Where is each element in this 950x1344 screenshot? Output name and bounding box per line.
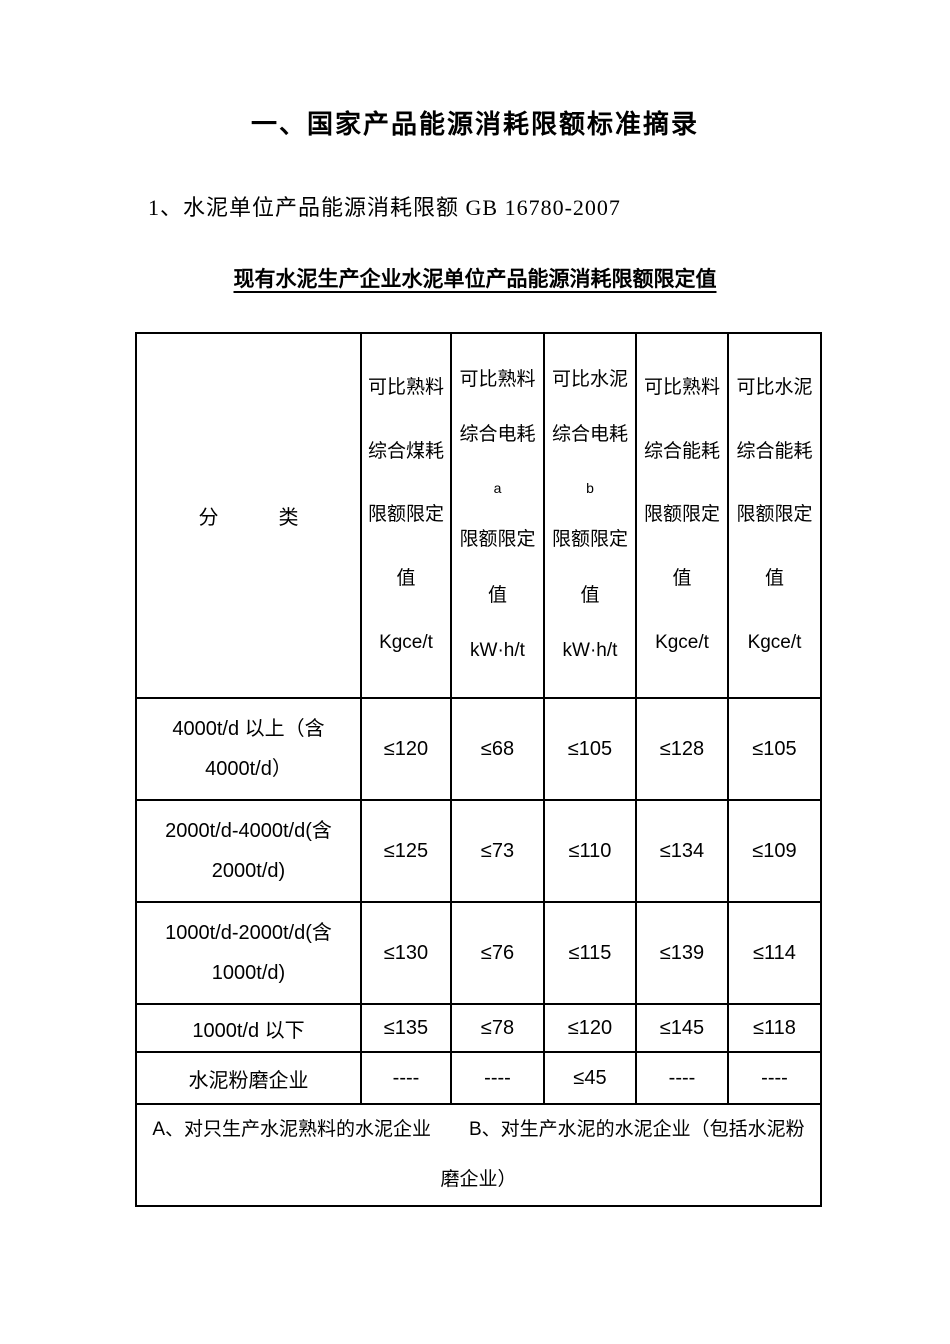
cell-value: ≤73 <box>450 799 545 903</box>
table-header-clinker-energy: 可比熟料 综合能耗 限额限定 值 Kgce/t <box>635 332 729 699</box>
header-line: 限额限定 <box>367 504 444 526</box>
footnote-line: 磨企业） <box>440 1169 517 1190</box>
cell-value: ---- <box>360 1051 452 1105</box>
cell-value: ≤45 <box>543 1051 637 1105</box>
cell-value: ≤120 <box>543 1003 637 1053</box>
header-line: 值 <box>396 568 416 590</box>
cell-value: ≤134 <box>635 799 729 903</box>
table-header-row: 分 类 可比熟料 综合煤耗 限额限定 值 Kgce/t 可比熟料 综合电耗 a … <box>135 332 822 699</box>
header-line: 综合能耗 <box>736 440 813 462</box>
cell-value: ≤120 <box>360 697 452 801</box>
header-line: 可比熟料 <box>367 377 444 399</box>
header-line: 值 <box>764 568 784 590</box>
row-label-line: 4000t/d） <box>205 758 292 780</box>
header-line: 可比水泥 <box>551 368 628 390</box>
cell-value: ≤78 <box>450 1003 545 1053</box>
cell-value: ≤105 <box>543 697 637 801</box>
header-line: 综合电耗 <box>551 424 628 446</box>
cell-value: ≤109 <box>727 799 822 903</box>
header-line: 值 <box>672 568 692 590</box>
note-a-label: a <box>493 479 502 496</box>
table-title: 现有水泥生产企业水泥单位产品能源消耗限额限定值 <box>0 266 950 294</box>
note-b-label: b <box>586 479 594 496</box>
cell-value: ≤115 <box>543 901 637 1005</box>
row-label-line: 2000t/d) <box>211 860 286 882</box>
header-line: 可比熟料 <box>643 377 720 399</box>
cell-value: ≤76 <box>450 901 545 1005</box>
unit-label: Kgce/t <box>379 631 433 653</box>
doc-subheading: 1、水泥单位产品能源消耗限额 GB 16780-2007 <box>148 195 621 220</box>
cell-value: ≤125 <box>360 799 452 903</box>
energy-limit-table: 分 类 可比熟料 综合煤耗 限额限定 值 Kgce/t 可比熟料 综合电耗 a … <box>135 332 822 1207</box>
row-label: 1000t/d-2000t/d(含 1000t/d) <box>135 901 362 1005</box>
header-line: 可比熟料 <box>459 368 536 390</box>
cell-value: ≤135 <box>360 1003 452 1053</box>
cell-value: ≤105 <box>727 697 822 801</box>
footnote-line: A、对只生产水泥熟料的水泥企业 B、对生产水泥的水泥企业（包括水泥粉 <box>152 1119 805 1140</box>
cell-value: ≤128 <box>635 697 729 801</box>
header-line: 限额限定 <box>643 504 720 526</box>
unit-label: kW·h/t <box>470 640 525 662</box>
unit-label: Kgce/t <box>747 631 802 653</box>
table-row: 1000t/d-2000t/d(含 1000t/d) ≤130 ≤76 ≤115… <box>135 901 822 1005</box>
unit-label: kW·h/t <box>562 640 618 662</box>
table-row: 4000t/d 以上（含 4000t/d） ≤120 ≤68 ≤105 ≤128… <box>135 697 822 801</box>
cell-value: ≤114 <box>727 901 822 1005</box>
table-header-cement-electricity: 可比水泥 综合电耗 b 限额限定 值 kW·h/t <box>543 332 637 699</box>
cell-value: ≤145 <box>635 1003 729 1053</box>
row-label-line: 1000t/d) <box>211 962 286 984</box>
table-footnote-row: A、对只生产水泥熟料的水泥企业 B、对生产水泥的水泥企业（包括水泥粉 磨企业） <box>135 1103 822 1207</box>
header-line: 值 <box>580 584 600 606</box>
row-label: 2000t/d-4000t/d(含 2000t/d) <box>135 799 362 903</box>
table-footnote: A、对只生产水泥熟料的水泥企业 B、对生产水泥的水泥企业（包括水泥粉 磨企业） <box>135 1103 822 1207</box>
row-label-line: 4000t/d 以上（含 <box>172 718 325 740</box>
table-row: 1000t/d 以下 ≤135 ≤78 ≤120 ≤145 ≤118 <box>135 1003 822 1053</box>
cell-value: ---- <box>727 1051 822 1105</box>
table-header-clinker-coal: 可比熟料 综合煤耗 限额限定 值 Kgce/t <box>360 332 452 699</box>
header-line: 限额限定 <box>736 504 813 526</box>
header-line: 可比水泥 <box>736 377 813 399</box>
header-line: 综合煤耗 <box>367 440 444 462</box>
table-row: 2000t/d-4000t/d(含 2000t/d) ≤125 ≤73 ≤110… <box>135 799 822 903</box>
cell-value: ≤68 <box>450 697 545 801</box>
table-title-text: 现有水泥生产企业水泥单位产品能源消耗限额限定值 <box>233 268 717 291</box>
table-header-cement-energy: 可比水泥 综合能耗 限额限定 值 Kgce/t <box>727 332 822 699</box>
table-header-clinker-electricity: 可比熟料 综合电耗 a 限额限定 值 kW·h/t <box>450 332 545 699</box>
row-label-line: 1000t/d-2000t/d(含 <box>165 922 332 944</box>
cell-value: ≤130 <box>360 901 452 1005</box>
row-label: 4000t/d 以上（含 4000t/d） <box>135 697 362 801</box>
row-label-line: 2000t/d-4000t/d(含 <box>165 820 332 842</box>
row-label: 1000t/d 以下 <box>135 1003 362 1053</box>
table-row: 水泥粉磨企业 ---- ---- ≤45 ---- ---- <box>135 1051 822 1105</box>
header-line: 限额限定 <box>459 529 536 551</box>
table-header-category: 分 类 <box>135 332 362 699</box>
header-line: 综合能耗 <box>643 440 720 462</box>
row-label: 水泥粉磨企业 <box>135 1051 362 1105</box>
cell-value: ---- <box>450 1051 545 1105</box>
unit-label: Kgce/t <box>655 631 709 653</box>
header-line: 综合电耗 <box>459 424 536 446</box>
header-line: 限额限定 <box>551 529 628 551</box>
cell-value: ≤118 <box>727 1003 822 1053</box>
cell-value: ≤110 <box>543 799 637 903</box>
cell-value: ≤139 <box>635 901 729 1005</box>
cell-value: ---- <box>635 1051 729 1105</box>
doc-heading: 一、国家产品能源消耗限额标准摘录 <box>250 110 699 139</box>
header-line: 值 <box>487 584 507 606</box>
